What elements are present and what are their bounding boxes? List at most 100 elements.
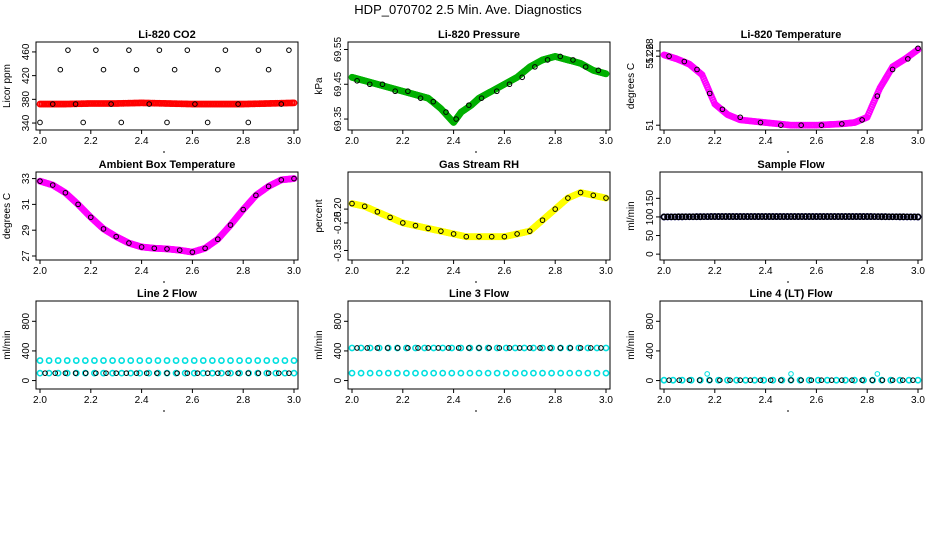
data-point	[36, 357, 44, 364]
data-point	[181, 369, 189, 377]
x-tick-label: 2.4	[135, 266, 149, 277]
data-point	[863, 213, 871, 220]
data-point	[910, 213, 918, 221]
data-point	[671, 213, 679, 221]
data-point	[227, 222, 234, 228]
data-point	[842, 213, 849, 220]
data-point	[871, 213, 878, 221]
data-point	[794, 213, 802, 220]
data-point	[108, 101, 114, 107]
plot-frame	[35, 300, 299, 390]
data-point	[417, 95, 424, 101]
data-point	[914, 213, 922, 221]
data-point	[63, 357, 71, 364]
data-point	[575, 369, 583, 377]
data-point	[374, 209, 381, 215]
data-point	[57, 66, 64, 73]
data-point	[582, 64, 589, 70]
chart-panel-4: Ambient Box Temperature degrees C 2.0 2.2 2.…	[2, 159, 301, 283]
plot-frame	[35, 41, 299, 131]
data-point	[565, 195, 571, 201]
data-point	[45, 357, 53, 364]
data-point	[357, 369, 365, 377]
data-point	[364, 345, 371, 351]
figure-title: HDP_070702 2.5 Min. Ave. Diagnostics	[354, 2, 582, 17]
data-point	[814, 376, 822, 384]
data-point	[254, 357, 262, 364]
y-tick-label: 460	[21, 43, 32, 60]
x-tick-label: 2.0	[657, 136, 671, 147]
data-point	[577, 189, 584, 196]
x-tick-label: 2.0	[33, 266, 47, 277]
y-tick-label: 0	[645, 251, 656, 257]
data-point	[740, 213, 748, 220]
data-point	[171, 66, 178, 73]
data-point	[133, 66, 140, 73]
x-tick-label: 2.2	[396, 266, 410, 277]
data-point	[42, 370, 48, 376]
data-point	[598, 345, 604, 351]
data-point	[778, 377, 784, 383]
data-point	[881, 213, 889, 221]
data-point	[661, 377, 667, 383]
data-point	[466, 344, 474, 352]
data-point	[796, 376, 804, 384]
data-point	[476, 233, 482, 240]
y-tick-label: 340	[21, 114, 32, 131]
x-tick-label: 2.8	[548, 395, 562, 406]
data-point	[733, 376, 740, 384]
data-point	[828, 377, 835, 383]
data-point	[757, 119, 764, 126]
data-point	[72, 357, 80, 364]
data-point	[103, 370, 109, 376]
data-point	[539, 369, 546, 377]
data-point	[109, 357, 116, 364]
data-point	[457, 369, 465, 377]
data-point	[412, 222, 419, 229]
data-point	[88, 214, 94, 221]
data-point	[859, 377, 865, 383]
data-point	[910, 377, 916, 383]
data-point	[52, 370, 59, 376]
data-point	[502, 369, 510, 377]
data-point	[126, 47, 132, 53]
data-point	[245, 119, 252, 126]
data-point	[154, 357, 162, 364]
data-point	[798, 377, 804, 383]
panel-title: Li-820 Pressure	[438, 29, 520, 41]
x-tick-label: 2.2	[708, 136, 722, 147]
data-point	[584, 344, 592, 352]
data-point	[412, 369, 419, 377]
data-point	[838, 213, 846, 220]
data-point	[275, 370, 282, 376]
data-point	[548, 344, 555, 352]
data-point	[719, 106, 726, 113]
series-CO2-raw	[36, 99, 298, 108]
y-axis-label: degrees C	[626, 63, 637, 109]
data-point	[831, 213, 838, 220]
data-point	[405, 345, 411, 351]
data-point	[164, 119, 170, 126]
data-point	[751, 213, 759, 220]
data-point	[176, 247, 183, 253]
series-temp-avg	[666, 45, 921, 129]
x-tick-label: 2.8	[236, 136, 250, 147]
data-point	[80, 119, 86, 126]
data-point	[900, 213, 907, 221]
data-point	[729, 213, 737, 220]
data-point	[172, 369, 180, 377]
x-tick-label: 2.6	[497, 266, 511, 277]
data-point	[384, 369, 392, 377]
data-point	[379, 81, 386, 88]
x-tick-label: 2.2	[84, 395, 98, 406]
data-point	[484, 344, 492, 352]
data-point	[100, 369, 107, 377]
data-point	[384, 345, 391, 351]
data-point	[72, 370, 79, 376]
series-box-temp-avg	[37, 175, 297, 255]
data-point	[263, 357, 271, 364]
data-point	[856, 213, 864, 220]
data-point	[240, 206, 246, 213]
data-point	[357, 344, 365, 352]
data-point	[236, 357, 243, 364]
